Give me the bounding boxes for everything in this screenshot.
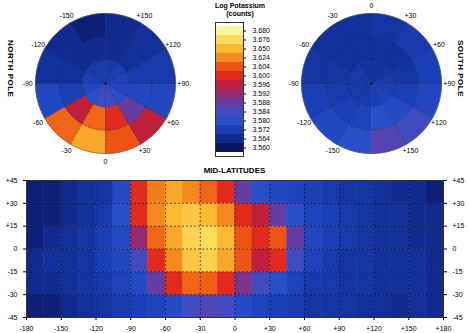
svg-text:+15: +15 — [453, 222, 465, 229]
svg-text:-150: -150 — [54, 325, 68, 332]
svg-text:3.580: 3.580 — [253, 117, 271, 124]
svg-text:-90: -90 — [23, 80, 33, 87]
svg-text:0: 0 — [453, 245, 457, 252]
svg-text:-15: -15 — [7, 268, 17, 275]
svg-text:-30: -30 — [195, 325, 205, 332]
html-text:SOUTH POLE: SOUTH POLE — [456, 40, 465, 97]
svg-text:-60: -60 — [299, 41, 309, 48]
svg-text:-45: -45 — [453, 314, 463, 321]
html-text:Log Potassium: Log Potassium — [214, 2, 266, 9]
svg-text:-90: -90 — [126, 325, 136, 332]
svg-text:+30: +30 — [264, 325, 276, 332]
svg-text:3.624: 3.624 — [253, 54, 271, 61]
svg-text:+60: +60 — [433, 41, 445, 48]
svg-text:3.596: 3.596 — [253, 81, 271, 88]
svg-text:3.650: 3.650 — [253, 45, 271, 52]
svg-text:-30: -30 — [453, 291, 463, 298]
svg-text:+150: +150 — [137, 12, 153, 19]
svg-text:+45: +45 — [6, 177, 18, 184]
svg-text:+15: +15 — [6, 222, 18, 229]
svg-text:3.680: 3.680 — [253, 27, 271, 34]
svg-text:0: 0 — [233, 325, 237, 332]
svg-text:3.600: 3.600 — [253, 72, 271, 79]
svg-text:-90: -90 — [289, 80, 299, 87]
svg-text:-120: -120 — [31, 41, 45, 48]
html-text:MID-LATITUDES: MID-LATITUDES — [203, 166, 266, 175]
svg-text:+60: +60 — [299, 325, 311, 332]
svg-text:-120: -120 — [89, 325, 103, 332]
svg-text:3.604: 3.604 — [253, 63, 271, 70]
html-text:(counts): (counts) — [226, 10, 254, 17]
svg-text:3.560: 3.560 — [253, 144, 271, 151]
svg-text:+120: +120 — [165, 41, 181, 48]
svg-text:+90: +90 — [177, 80, 189, 87]
svg-text:-15: -15 — [453, 268, 463, 275]
svg-text:3.564: 3.564 — [253, 135, 271, 142]
svg-text:0: 0 — [370, 2, 374, 9]
svg-text:0: 0 — [14, 245, 18, 252]
svg-text:-30: -30 — [62, 147, 72, 154]
svg-text:3.584: 3.584 — [253, 108, 271, 115]
svg-text:+60: +60 — [167, 119, 179, 126]
svg-text:+30: +30 — [6, 200, 18, 207]
svg-text:+150: +150 — [403, 147, 419, 154]
svg-text:+120: +120 — [431, 119, 447, 126]
svg-text:0: 0 — [104, 158, 108, 165]
svg-text:3.572: 3.572 — [253, 126, 271, 133]
svg-text:3.676: 3.676 — [253, 36, 271, 43]
svg-text:+150: +150 — [401, 325, 417, 332]
svg-text:+45: +45 — [453, 177, 465, 184]
svg-text:+180: +180 — [436, 325, 452, 332]
svg-text:+30: +30 — [138, 147, 150, 154]
svg-text:3.592: 3.592 — [253, 90, 271, 97]
svg-text:-60: -60 — [160, 325, 170, 332]
svg-text:-60: -60 — [33, 119, 43, 126]
svg-text:-120: -120 — [297, 119, 311, 126]
svg-text:-180: -180 — [19, 325, 33, 332]
svg-text:+30: +30 — [453, 200, 465, 207]
svg-text:-45: -45 — [7, 314, 17, 321]
svg-text:+30: +30 — [404, 12, 416, 19]
svg-text:-30: -30 — [7, 291, 17, 298]
svg-text:+90: +90 — [333, 325, 345, 332]
svg-text:3.588: 3.588 — [253, 99, 271, 106]
svg-text:+90: +90 — [443, 80, 455, 87]
svg-text:-150: -150 — [326, 147, 340, 154]
html-text:NORTH POLE: NORTH POLE — [6, 40, 15, 98]
svg-text:+120: +120 — [366, 325, 382, 332]
svg-text:-30: -30 — [328, 12, 338, 19]
svg-text:-150: -150 — [60, 12, 74, 19]
